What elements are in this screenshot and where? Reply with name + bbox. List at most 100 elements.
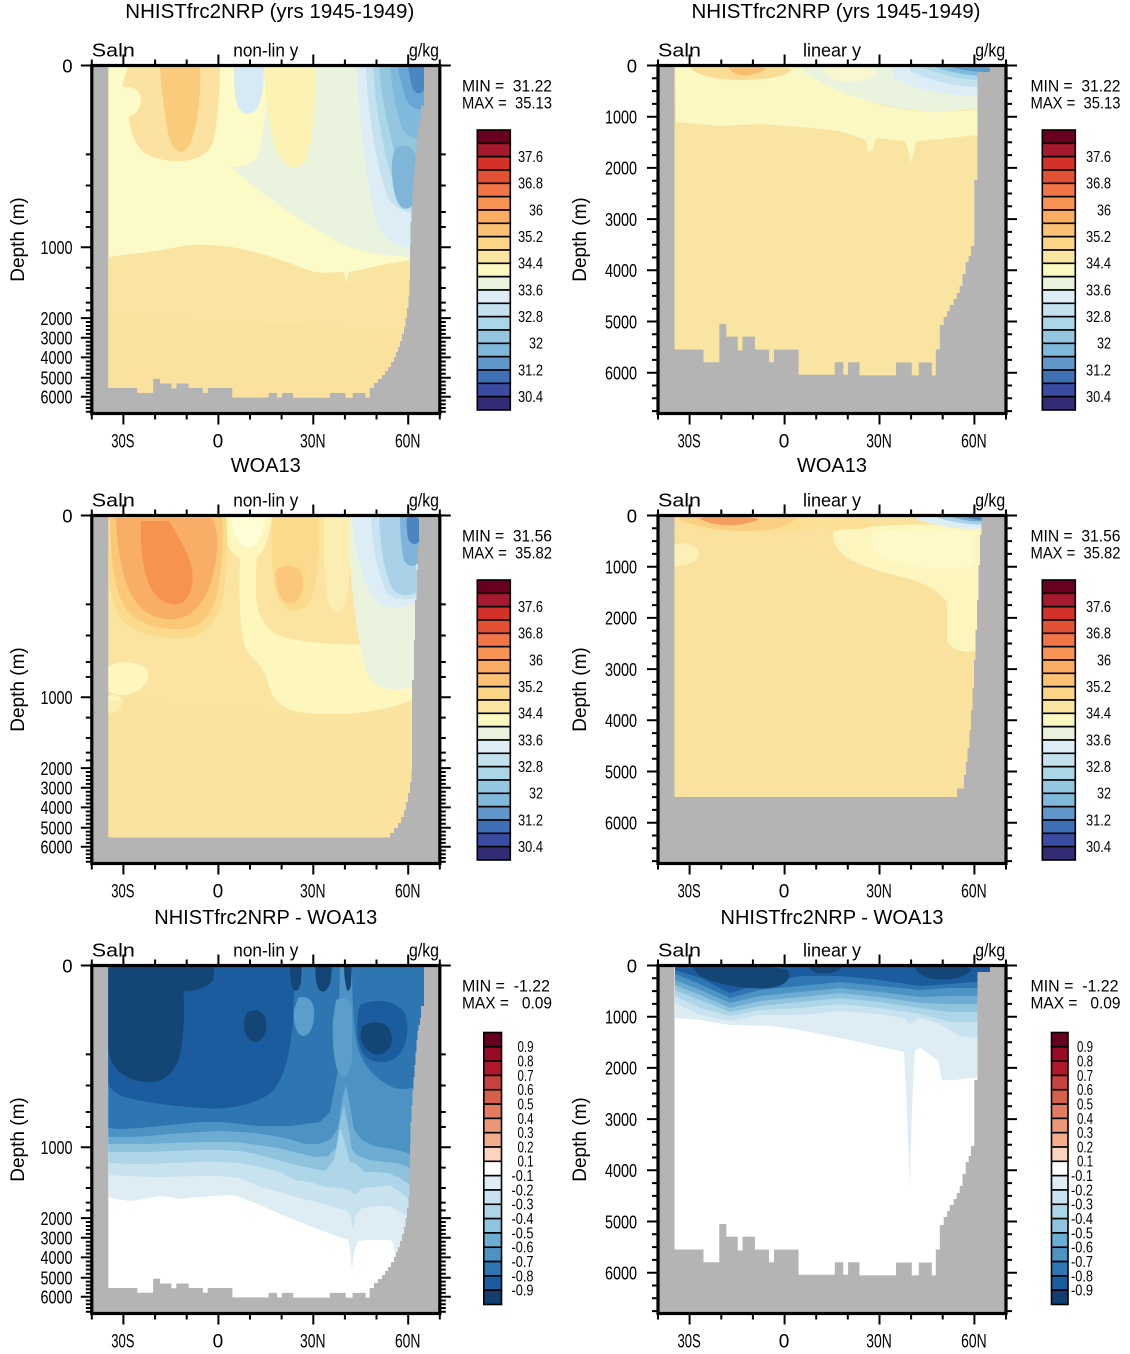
svg-text:Saln: Saln — [658, 941, 701, 961]
svg-text:2000: 2000 — [605, 1058, 637, 1079]
svg-text:non-lin y: non-lin y — [233, 41, 298, 61]
svg-text:Saln: Saln — [92, 491, 135, 511]
svg-text:36: 36 — [1097, 202, 1111, 219]
svg-text:31.2: 31.2 — [1086, 362, 1111, 379]
svg-text:-0.9: -0.9 — [1071, 1283, 1093, 1300]
svg-text:0.4: 0.4 — [518, 1111, 534, 1128]
svg-text:36: 36 — [529, 652, 543, 669]
svg-text:30N: 30N — [300, 432, 326, 453]
svg-text:5000: 5000 — [41, 818, 73, 839]
svg-text:-0.7: -0.7 — [1071, 1254, 1093, 1271]
svg-text:30N: 30N — [300, 882, 326, 903]
svg-text:0.6: 0.6 — [518, 1082, 534, 1099]
svg-text:Depth (m): Depth (m) — [8, 647, 29, 731]
svg-text:0.8: 0.8 — [518, 1054, 534, 1071]
svg-text:31.2: 31.2 — [1086, 812, 1111, 829]
svg-text:32: 32 — [1097, 786, 1111, 803]
svg-text:34.4: 34.4 — [1086, 706, 1111, 723]
svg-text:0: 0 — [627, 955, 637, 976]
svg-text:1000: 1000 — [605, 107, 637, 128]
svg-text:0.2: 0.2 — [1077, 1139, 1093, 1156]
svg-text:30S: 30S — [111, 1332, 134, 1353]
svg-text:4000: 4000 — [41, 797, 73, 818]
svg-text:0.3: 0.3 — [1077, 1125, 1093, 1142]
svg-text:-0.2: -0.2 — [1071, 1182, 1093, 1199]
svg-text:-0.8: -0.8 — [512, 1268, 534, 1285]
svg-text:30.4: 30.4 — [1086, 389, 1111, 406]
svg-text:WOA13: WOA13 — [797, 454, 867, 477]
svg-text:0: 0 — [213, 432, 224, 453]
svg-text:30S: 30S — [678, 882, 701, 903]
svg-text:0: 0 — [62, 955, 72, 976]
svg-text:60N: 60N — [961, 882, 987, 903]
svg-text:g/kg: g/kg — [975, 941, 1005, 961]
svg-text:0: 0 — [213, 882, 224, 903]
svg-text:4000: 4000 — [605, 260, 637, 281]
svg-text:-0.5: -0.5 — [512, 1225, 534, 1242]
svg-text:0.1: 0.1 — [518, 1154, 534, 1171]
svg-text:-0.3: -0.3 — [512, 1197, 534, 1214]
svg-text:35.2: 35.2 — [518, 679, 543, 696]
svg-text:3000: 3000 — [605, 659, 637, 680]
svg-text:-0.8: -0.8 — [1071, 1268, 1093, 1285]
svg-text:Depth (m): Depth (m) — [8, 197, 29, 281]
svg-text:30S: 30S — [111, 432, 134, 453]
svg-text:0.6: 0.6 — [1077, 1082, 1093, 1099]
svg-text:0: 0 — [62, 505, 72, 526]
svg-text:1000: 1000 — [41, 237, 73, 258]
svg-text:3000: 3000 — [41, 1228, 73, 1249]
svg-text:0: 0 — [779, 432, 790, 453]
svg-text:Saln: Saln — [658, 41, 701, 61]
svg-text:-0.6: -0.6 — [512, 1240, 534, 1257]
svg-text:-0.4: -0.4 — [512, 1211, 534, 1228]
svg-text:6000: 6000 — [605, 1263, 637, 1284]
svg-text:34.4: 34.4 — [518, 256, 543, 273]
svg-text:-0.3: -0.3 — [1071, 1197, 1093, 1214]
svg-text:31.2: 31.2 — [518, 362, 543, 379]
svg-text:-0.4: -0.4 — [1071, 1211, 1093, 1228]
svg-text:35.2: 35.2 — [1086, 679, 1111, 696]
svg-text:0.9: 0.9 — [518, 1039, 534, 1056]
svg-text:-0.5: -0.5 — [1071, 1225, 1093, 1242]
svg-text:Depth (m): Depth (m) — [570, 647, 591, 731]
svg-text:36.8: 36.8 — [518, 626, 543, 643]
svg-text:32.8: 32.8 — [518, 759, 543, 776]
svg-text:36.8: 36.8 — [1086, 626, 1111, 643]
svg-text:36.8: 36.8 — [1086, 176, 1111, 193]
svg-text:NHISTfrc2NRP - WOA13: NHISTfrc2NRP - WOA13 — [721, 906, 944, 929]
svg-text:32.8: 32.8 — [518, 309, 543, 326]
svg-text:0: 0 — [627, 505, 637, 526]
svg-text:non-lin y: non-lin y — [233, 491, 298, 511]
svg-text:5000: 5000 — [605, 311, 637, 332]
svg-text:4000: 4000 — [41, 347, 73, 368]
svg-text:37.6: 37.6 — [1086, 149, 1111, 166]
svg-text:MAX = 0.09: MAX = 0.09 — [1031, 994, 1121, 1013]
svg-text:35.2: 35.2 — [518, 229, 543, 246]
svg-text:-0.1: -0.1 — [512, 1168, 534, 1185]
svg-text:30N: 30N — [866, 882, 892, 903]
svg-text:30.4: 30.4 — [518, 389, 543, 406]
svg-text:5000: 5000 — [41, 1268, 73, 1289]
svg-text:linear y: linear y — [803, 941, 861, 961]
svg-text:g/kg: g/kg — [409, 491, 439, 511]
svg-text:5000: 5000 — [605, 1211, 637, 1232]
svg-text:30.4: 30.4 — [518, 839, 543, 856]
svg-text:6000: 6000 — [41, 387, 73, 408]
svg-text:33.6: 33.6 — [1086, 282, 1111, 299]
svg-text:2000: 2000 — [41, 1208, 73, 1229]
svg-text:4000: 4000 — [605, 710, 637, 731]
svg-text:g/kg: g/kg — [975, 491, 1005, 511]
svg-text:Depth (m): Depth (m) — [570, 197, 591, 281]
svg-text:0: 0 — [627, 55, 637, 76]
svg-text:Depth (m): Depth (m) — [8, 1097, 29, 1181]
svg-text:2000: 2000 — [605, 608, 637, 629]
svg-text:MAX = 35.82: MAX = 35.82 — [462, 544, 552, 563]
svg-text:6000: 6000 — [605, 363, 637, 384]
svg-text:NHISTfrc2NRP (yrs 1945-1949): NHISTfrc2NRP (yrs 1945-1949) — [692, 0, 981, 23]
svg-text:34.4: 34.4 — [518, 706, 543, 723]
svg-text:60N: 60N — [961, 432, 987, 453]
svg-text:0: 0 — [779, 882, 790, 903]
svg-text:30S: 30S — [111, 882, 134, 903]
svg-text:3000: 3000 — [605, 1109, 637, 1130]
svg-text:30N: 30N — [300, 1332, 326, 1353]
